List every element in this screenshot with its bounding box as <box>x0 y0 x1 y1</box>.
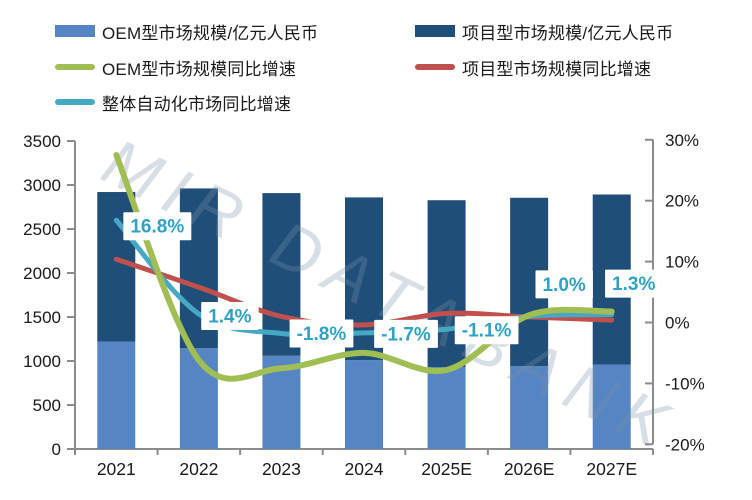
legend-swatch-overall-growth <box>55 99 95 105</box>
legend-swatch-oem-bar <box>55 25 95 37</box>
left-axis-tick: 2000 <box>23 264 61 283</box>
legend-label: OEM型市场规模/亿元人民币 <box>102 23 319 43</box>
legend-item-project-bar: 项目型市场规模/亿元人民币 <box>415 20 674 43</box>
left-axis-tick: 3000 <box>23 176 61 195</box>
bar-oem-2021 <box>97 341 136 449</box>
legend-item-overall-growth: 整体自动化市场同比增速 <box>55 91 292 114</box>
right-axis-tick: 30% <box>665 131 699 150</box>
data-label-2025E: -1.1% <box>454 316 519 345</box>
right-axis-tick: -20% <box>665 435 705 454</box>
legend-label: 项目型市场规模同比增速 <box>462 59 652 79</box>
left-axis-tick: 1500 <box>23 308 61 327</box>
svg-text:-1.8%: -1.8% <box>297 324 347 345</box>
data-label-2024: -1.7% <box>374 319 438 348</box>
legend-label: OEM型市场规模同比增速 <box>102 59 297 79</box>
line-oem-growth <box>113 152 615 382</box>
legend-label: 项目型市场规模/亿元人民币 <box>462 23 674 43</box>
legend-swatch-project-bar <box>415 25 455 37</box>
data-label-2023: -1.8% <box>289 319 354 348</box>
left-axis-tick: 0 <box>52 440 61 459</box>
legend-swatch-oem-growth <box>55 64 95 70</box>
x-axis-label: 2022 <box>179 459 218 479</box>
right-axis-tick: 0% <box>665 314 690 333</box>
left-axis-tick: 3500 <box>23 132 61 151</box>
x-axis-label: 2021 <box>97 459 136 479</box>
right-axis-tick: 10% <box>665 253 699 272</box>
svg-text:-1.7%: -1.7% <box>381 324 431 345</box>
svg-text:1.4%: 1.4% <box>208 306 251 327</box>
data-label-2022: 1.4% <box>201 301 259 330</box>
legend-item-project-growth: 项目型市场规模同比增速 <box>415 56 652 79</box>
x-axis-label: 2025E <box>421 459 472 479</box>
svg-text:-1.1%: -1.1% <box>462 321 512 342</box>
bar-oem-2025E <box>427 367 466 449</box>
legend-item-oem-growth: OEM型市场规模同比增速 <box>55 56 297 79</box>
legend-item-oem-bar: OEM型市场规模/亿元人民币 <box>55 20 319 43</box>
left-axis-tick: 500 <box>33 396 61 415</box>
bar-oem-2026E <box>510 366 549 449</box>
legend-swatch-project-growth <box>415 64 455 70</box>
svg-text:16.8%: 16.8% <box>130 217 184 238</box>
right-axis-tick: 20% <box>665 192 699 211</box>
svg-text:1.0%: 1.0% <box>542 275 585 296</box>
left-axis-tick: 1000 <box>23 352 61 371</box>
data-label-2026E: 1.0% <box>535 270 593 299</box>
right-axis-tick: -10% <box>665 374 705 393</box>
data-label-2027E: 1.3% <box>605 269 663 298</box>
x-axis-label: 2026E <box>504 459 555 479</box>
x-axis-label: 2027E <box>586 459 637 479</box>
data-label-2021: 16.8% <box>123 212 192 241</box>
svg-text:1.3%: 1.3% <box>612 274 655 295</box>
axis-labels: 0 500 1000 1500 2000 2500 3000 3500 -20% -10% 0% 10… <box>23 131 705 479</box>
legend-label: 整体自动化市场同比增速 <box>102 94 292 114</box>
bar-oem-2024 <box>345 360 383 449</box>
x-axis-label: 2023 <box>262 459 301 479</box>
left-axis-tick: 2500 <box>23 220 61 239</box>
bar-oem-2027E <box>592 364 631 449</box>
x-axis-label: 2024 <box>345 459 384 479</box>
bar-oem-2022 <box>179 348 218 449</box>
